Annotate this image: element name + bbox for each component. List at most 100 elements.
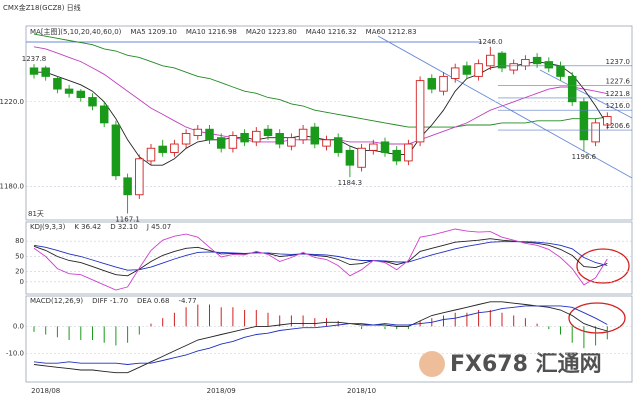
level-label: 1221.8 [606, 90, 631, 98]
candle-body [76, 90, 86, 98]
legend-text: J 45.07 [146, 223, 171, 231]
candle-body [158, 145, 167, 153]
main-frame [25, 25, 633, 221]
level-label: 1227.6 [606, 78, 631, 86]
legend-text: DIFF -1.70 [92, 297, 128, 305]
candle-body [193, 128, 203, 137]
candle-body [567, 75, 577, 103]
candle-body [88, 97, 97, 107]
price-annotation: 1167.1 [115, 216, 140, 224]
x-tick-label: 2018/10 [347, 387, 376, 395]
candle-body [205, 128, 214, 141]
candle-body [369, 143, 378, 151]
price-annotation: 1237.8 [22, 55, 47, 63]
candle-body [64, 88, 74, 94]
highlight-circle [568, 302, 626, 334]
indicator-line [33, 305, 608, 365]
indicator-line [33, 238, 608, 277]
candle-body [462, 65, 472, 75]
candle-body [333, 137, 343, 153]
candle-body [41, 67, 50, 77]
highlight-circle [576, 248, 630, 284]
price-annotation: 1246.0 [478, 38, 503, 46]
candle-body [275, 133, 284, 145]
candle-body [53, 78, 62, 90]
candle-body [509, 63, 518, 71]
trend-line [377, 35, 633, 179]
y-tick-label: 1180.0 [0, 182, 24, 190]
kdj-frame [25, 221, 633, 295]
indicator-line [33, 241, 608, 271]
candle-body [298, 128, 308, 141]
legend-text: MA[主图](5,10,20,40,60,0) [30, 27, 122, 36]
candle-body [404, 143, 413, 162]
candle-body [146, 147, 156, 162]
candle-body [252, 130, 261, 143]
legend-text: MA60 1212.83 [366, 28, 417, 36]
candle-body [111, 124, 121, 177]
indicator-line [33, 33, 608, 128]
period-note: 81天 [28, 210, 44, 218]
candle-body [228, 135, 238, 149]
indicator-line [33, 301, 608, 374]
legend-text: MA20 1223.80 [246, 28, 297, 36]
y-tick-label: 80 [15, 237, 24, 245]
watermark-logo [419, 351, 445, 377]
candle-body [521, 59, 530, 67]
legend-text: MACD(12,26,9) [30, 297, 83, 305]
level-label: 1206.6 [606, 122, 631, 130]
candle-body [216, 137, 226, 149]
indicator-line [33, 228, 608, 291]
candle-body [556, 65, 565, 77]
candle-body [603, 116, 612, 126]
y-tick-label: 0.0 [13, 322, 24, 330]
y-tick-label: -10.0 [6, 350, 24, 358]
legend-text: K 36.42 [74, 223, 101, 231]
legend-text: MA5 1209.10 [130, 28, 176, 36]
candle-body [345, 149, 355, 166]
x-tick-label: 2018/08 [31, 387, 60, 395]
candle-body [240, 133, 249, 143]
y-tick-label: 0 [20, 278, 24, 286]
candle-body [170, 143, 179, 153]
y-tick-label: 50 [15, 252, 24, 260]
candle-body [486, 54, 495, 67]
legend-text: D 32.10 [110, 223, 138, 231]
price-annotation: 1184.3 [338, 179, 363, 187]
candle-body [439, 75, 448, 92]
y-tick-label: 20 [15, 268, 24, 276]
candle-body [591, 122, 600, 143]
candle-body [135, 158, 144, 196]
candle-body [380, 141, 390, 153]
legend-text: MA40 1216.32 [306, 28, 357, 36]
candle-body [181, 133, 191, 145]
candle-body [579, 101, 589, 141]
candle-body [29, 67, 39, 75]
candle-body [497, 52, 507, 69]
legend-text: DEA 0.68 [137, 297, 169, 305]
legend-text: KDJ(9,3,3) [30, 223, 66, 231]
plot-layer: MA[主图](5,10,20,40,60,0) MA5 1209.10 MA10 1… [0, 27, 632, 395]
watermark: FX678 汇通网 [450, 352, 602, 377]
level-label: 1237.0 [606, 58, 631, 66]
macd-frame [25, 295, 633, 383]
candle-body [123, 177, 132, 196]
legend-text: -4.77 [178, 297, 196, 305]
price-annotation: 1196.6 [572, 153, 597, 161]
candle-body [474, 63, 483, 77]
candle-body [427, 78, 437, 90]
candle-body [322, 139, 331, 147]
candle-body [263, 128, 273, 137]
instrument-title: CMX金Z18(GCZ8) 日线 [3, 3, 81, 12]
x-tick-label: 2018/09 [207, 387, 236, 395]
y-tick-label: 1220.0 [0, 98, 24, 106]
level-label: 1216.0 [606, 102, 631, 110]
candle-body [532, 56, 542, 65]
candle-body [392, 149, 401, 162]
candle-body [310, 126, 320, 145]
candle-body [357, 147, 366, 168]
candle-body [544, 61, 554, 69]
candle-body [99, 105, 109, 124]
